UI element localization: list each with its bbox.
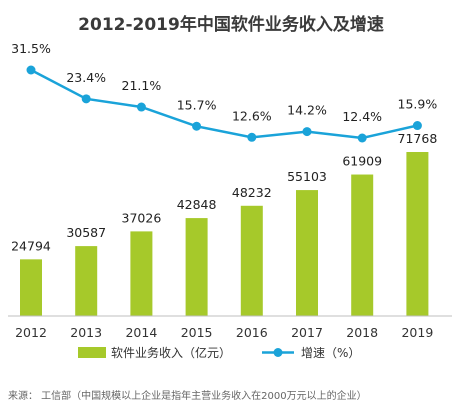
source-note: 来源： 工信部（中国规模以上企业是指年主营业务收入在2000万元以上的企业） [8,389,367,402]
growth-point-2016 [247,132,257,142]
bar-value-label-2013: 30587 [66,225,106,240]
bar-2019 [406,152,429,316]
bar-value-label-2017: 55103 [287,169,327,184]
bar-value-label-2015: 42848 [177,197,217,212]
legend: 软件业务收入（亿元） 增速（%） [78,345,360,360]
growth-point-2012 [26,65,36,75]
x-tick-label-2017: 2017 [291,325,323,340]
growth-value-label-2016: 12.6% [232,108,272,123]
growth-value-label-2014: 21.1% [122,78,162,93]
growth-value-label-2015: 15.7% [177,97,217,112]
bar-value-label-2018: 61909 [342,154,382,169]
growth-value-label-2019: 15.9% [398,97,438,112]
growth-points [26,65,422,143]
x-tick-label-2018: 2018 [346,325,378,340]
growth-value-label-2013: 23.4% [66,70,106,85]
bar-2018 [351,174,374,316]
x-tick-label-2013: 2013 [70,325,102,340]
growth-value-label-2018: 12.4% [342,109,382,124]
bar-value-label-2016: 48232 [232,185,272,200]
growth-value-label-2017: 14.2% [287,103,327,118]
legend-swatch-growth-marker [273,348,283,357]
x-tick-label-2016: 2016 [236,325,268,340]
legend-label-growth: 增速（%） [301,346,360,360]
growth-point-2015 [192,121,202,131]
x-tick-labels: 2012 2013 2014 2015 2016 2017 2018 2019 [15,325,433,340]
x-tick-label-2015: 2015 [181,325,213,340]
bar-2013 [75,246,98,316]
x-tick-label-2014: 2014 [125,325,157,340]
growth-point-2018 [357,133,367,143]
bar-2012 [20,259,42,316]
legend-label-revenue: 软件业务收入（亿元） [111,345,231,360]
growth-line [30,68,418,140]
bar-2017 [296,190,318,316]
bar-2015 [185,218,208,316]
growth-point-2017 [302,127,312,137]
bar-value-label-2012: 24794 [11,238,51,253]
bar-2016 [240,205,263,316]
bars-group [20,152,429,316]
chart-title: 2012-2019年中国软件业务收入及增速 [78,14,384,35]
growth-point-2019 [412,121,422,131]
growth-point-2013 [81,94,91,104]
bar-2014 [130,231,153,316]
growth-value-label-2012: 31.5% [11,41,51,56]
bar-value-label-2014: 37026 [122,210,162,225]
legend-swatch-revenue [78,347,106,358]
x-tick-label-2012: 2012 [15,325,47,340]
growth-value-labels: 31.5% 23.4% 21.1% 15.7% 12.6% 14.2% 12.4% 15.9% [11,41,437,124]
growth-point-2014 [136,102,146,112]
x-tick-label-2019: 2019 [401,325,433,340]
bar-value-label-2019: 71768 [398,131,438,146]
bar-value-labels: 24794 30587 37026 42848 48232 55103 61909 71768 [11,131,437,253]
